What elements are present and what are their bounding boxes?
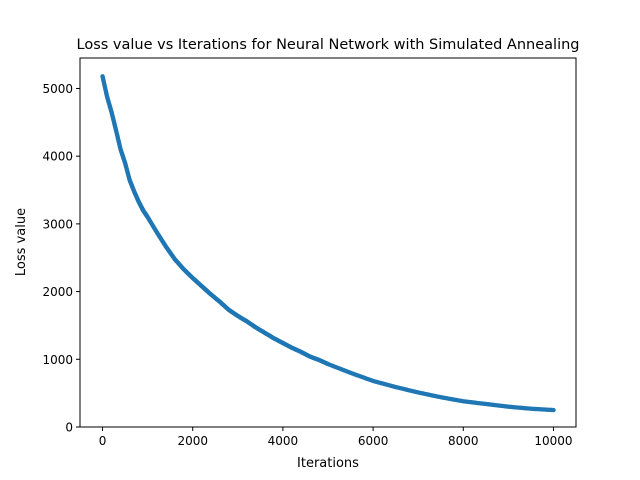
data-series <box>100 74 556 413</box>
y-tick-label: 2000 <box>42 285 73 299</box>
x-tick-label: 6000 <box>358 434 389 448</box>
x-tick-label: 0 <box>99 434 107 448</box>
y-axis-label: Loss value <box>14 208 29 276</box>
x-tick-label: 2000 <box>177 434 208 448</box>
y-tick-label: 5000 <box>42 82 73 96</box>
axes-frame <box>79 57 577 428</box>
y-tick-label: 3000 <box>42 217 73 231</box>
x-tick-label: 4000 <box>268 434 299 448</box>
chart-title: Loss value vs Iterations for Neural Netw… <box>77 37 580 53</box>
y-tick-label: 0 <box>65 421 73 435</box>
x-tick-label: 10000 <box>534 434 572 448</box>
y-tick-label: 1000 <box>42 353 73 367</box>
data-point <box>551 407 556 413</box>
x-tick-label: 8000 <box>448 434 479 448</box>
y-tick-label: 4000 <box>42 150 73 164</box>
x-axis: 0 2000 4000 6000 8000 10000 <box>99 427 573 448</box>
y-axis: 0 1000 2000 3000 4000 5000 <box>42 82 80 435</box>
x-axis-label: Iterations <box>297 456 359 471</box>
